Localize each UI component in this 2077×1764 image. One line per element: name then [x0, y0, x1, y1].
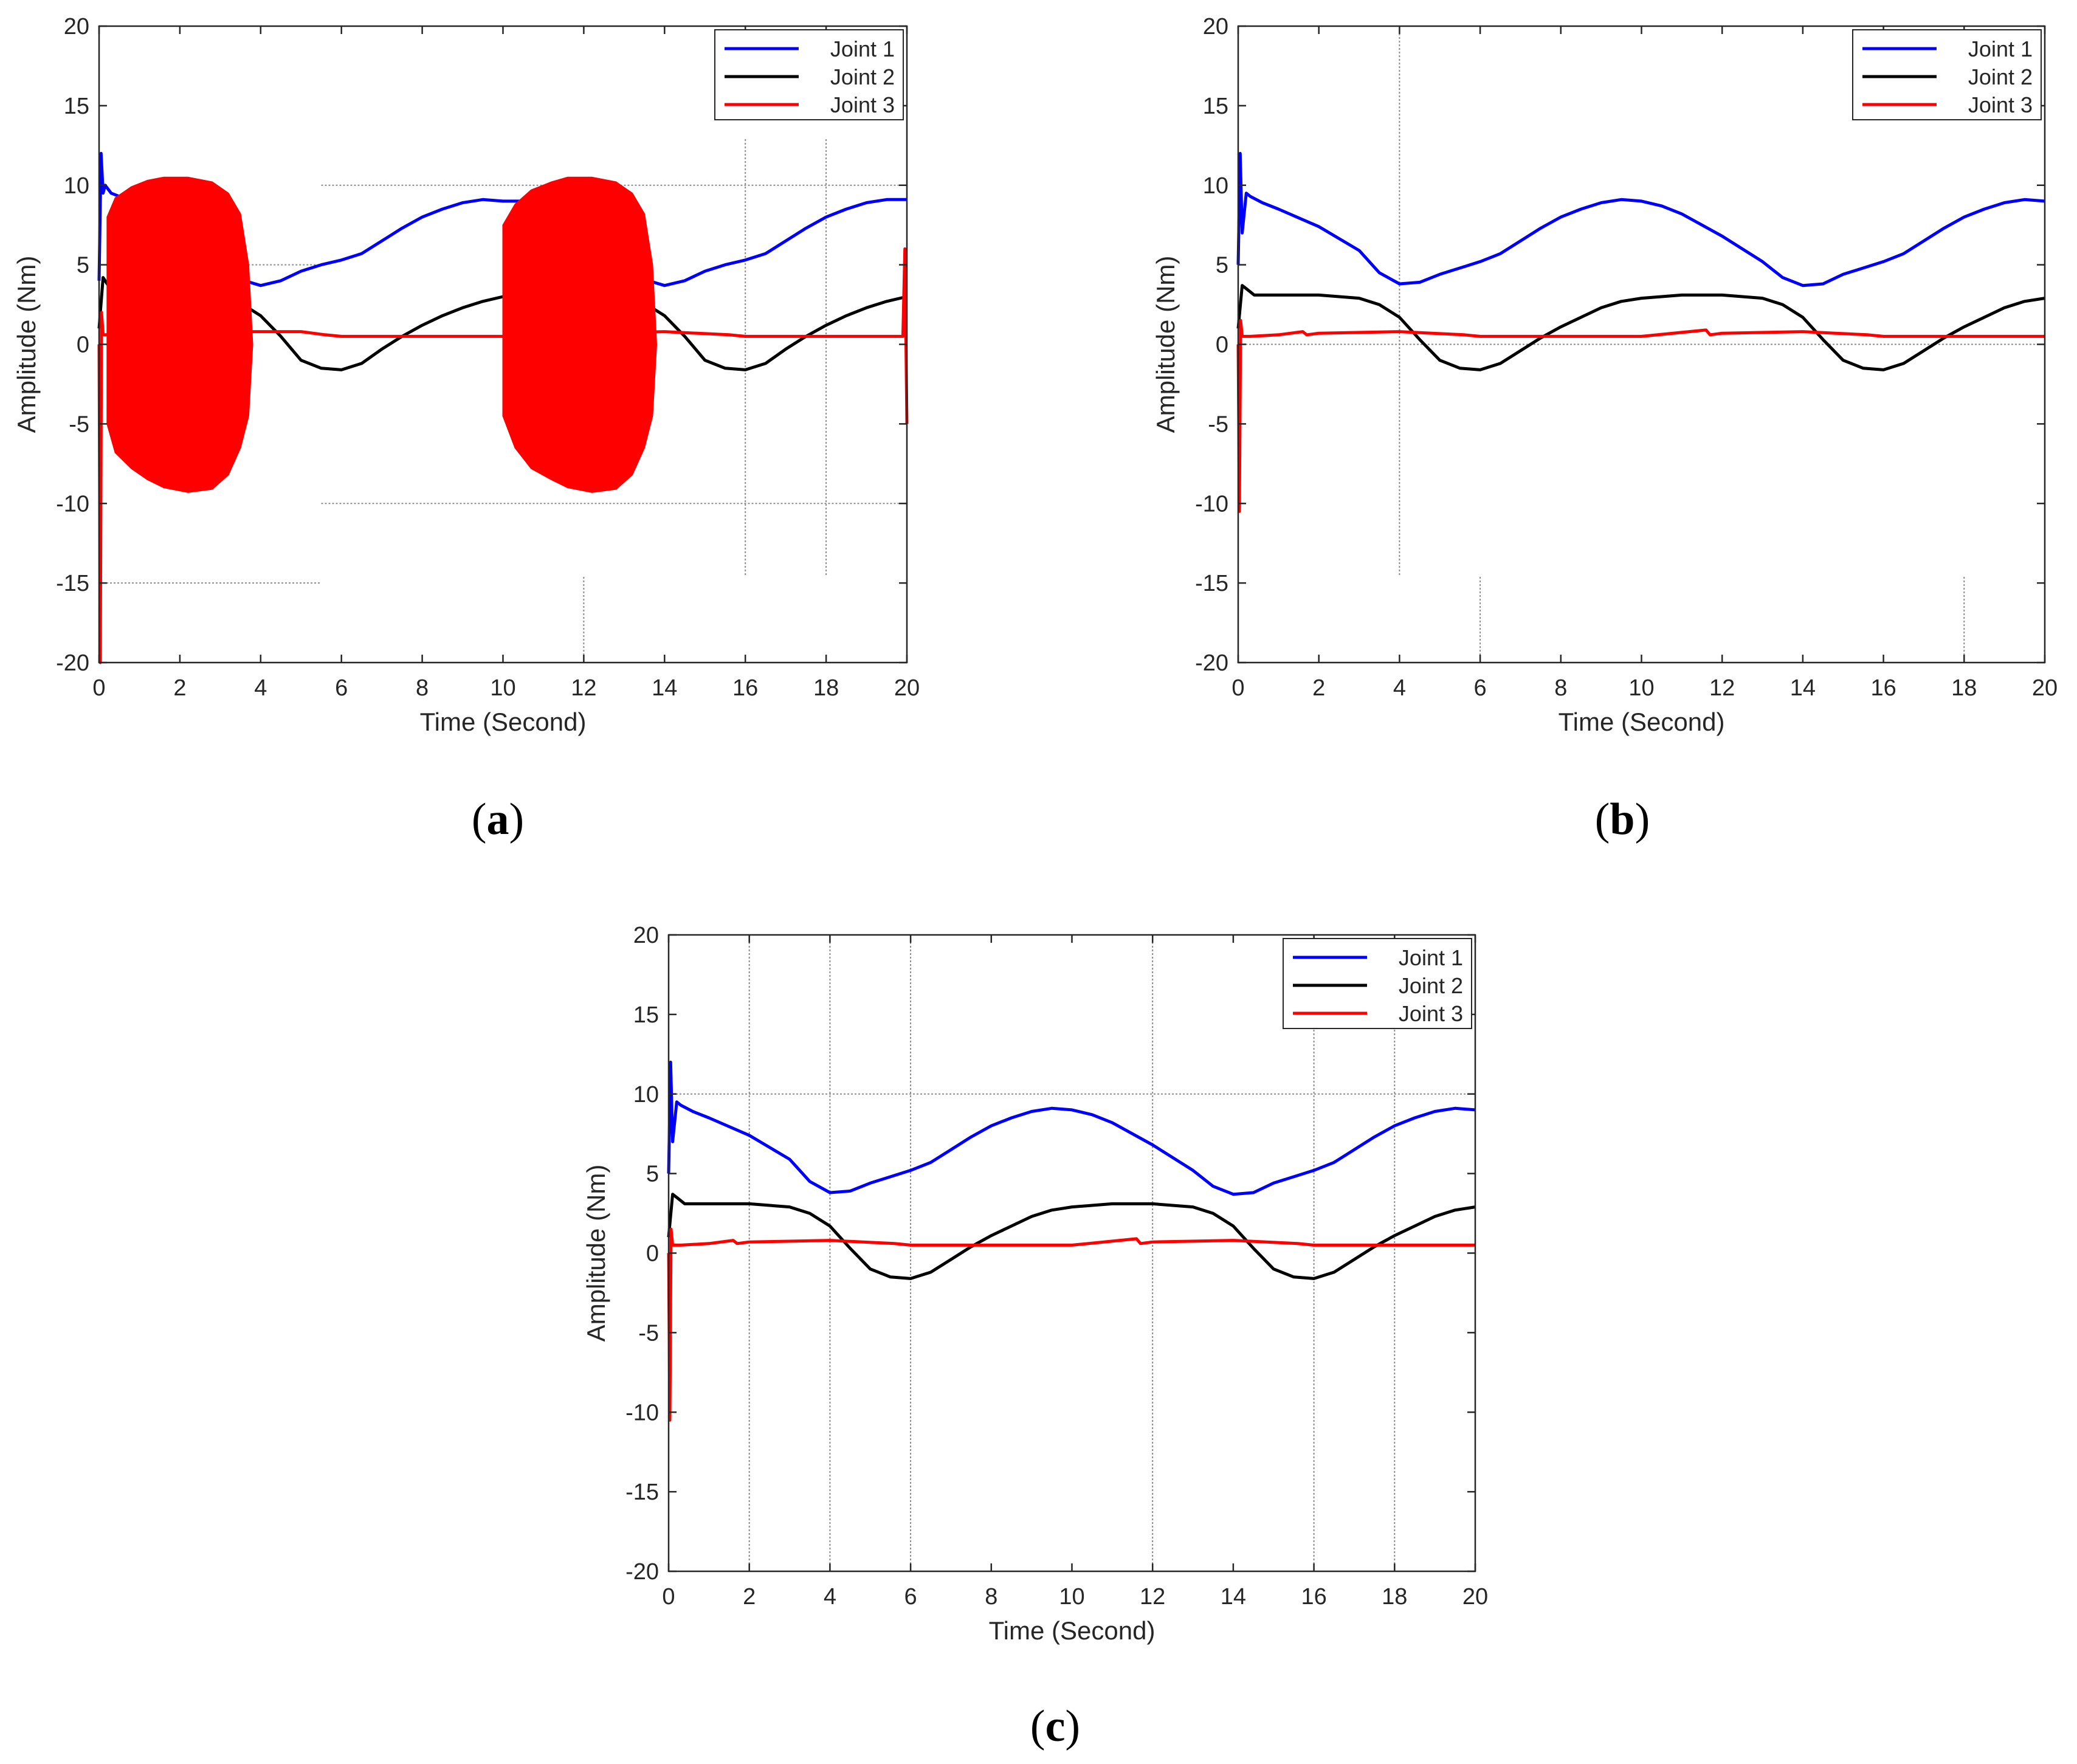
- x-tick-label: 0: [662, 1584, 675, 1610]
- x-tick-label: 18: [1951, 675, 1977, 701]
- legend-entry-label: Joint 2: [830, 64, 895, 89]
- y-tick-label: 20: [64, 14, 89, 40]
- x-tick-label: 10: [1628, 675, 1654, 701]
- x-tick-label: 12: [1140, 1584, 1165, 1610]
- y-tick-label: -15: [625, 1480, 659, 1505]
- panel-label-c: (c): [1030, 1701, 1080, 1751]
- y-tick-label: 0: [1216, 332, 1228, 358]
- y-tick-label: -5: [69, 412, 89, 437]
- y-tick-label: 5: [77, 253, 89, 278]
- x-tick-label: 4: [254, 675, 267, 701]
- x-tick-label: 20: [1462, 1584, 1488, 1610]
- series-line-joint-2: [667, 1193, 1476, 1280]
- x-tick-label: 0: [1231, 675, 1244, 701]
- legend-entry-label: Joint 3: [830, 92, 895, 117]
- x-tick-label: 18: [813, 675, 839, 701]
- legend-entry-label: Joint 3: [1399, 1001, 1463, 1026]
- y-tick-label: -15: [56, 571, 89, 596]
- x-tick-label: 18: [1382, 1584, 1407, 1610]
- x-tick-label: 4: [824, 1584, 836, 1610]
- series-line-joint-3: [1236, 319, 2045, 513]
- legend-entry-label: Joint 1: [1968, 36, 2033, 61]
- legend-entry-label: Joint 3: [1968, 92, 2033, 117]
- y-tick-label: -10: [625, 1400, 659, 1425]
- y-tick-label: -10: [56, 491, 89, 517]
- y-tick-label: 15: [1203, 94, 1228, 119]
- x-tick-label: 0: [92, 675, 105, 701]
- x-tick-label: 8: [985, 1584, 997, 1610]
- y-tick-label: 10: [1203, 173, 1228, 199]
- x-axis-label: Time (Second): [420, 708, 587, 736]
- x-axis-label: Time (Second): [1559, 708, 1725, 736]
- x-tick-label: 8: [416, 675, 429, 701]
- panel-label-a: (a): [472, 794, 524, 844]
- y-tick-label: -20: [56, 650, 89, 676]
- y-tick-label: 20: [1203, 14, 1228, 40]
- y-tick-label: -5: [1208, 412, 1228, 437]
- y-tick-label: -10: [1195, 491, 1228, 517]
- series-line-joint-1: [1236, 151, 2045, 288]
- y-axis-label: Amplitude (Nm): [12, 256, 41, 433]
- chart-a: 0 2 4 6 8 10 12 14 16 18 20 -20 -15 -10 -5 0 5 10 15 20 Time…: [12, 14, 920, 736]
- x-tick-label: 8: [1554, 675, 1567, 701]
- x-tick-label: 12: [1709, 675, 1735, 701]
- x-tick-label: 6: [904, 1584, 917, 1610]
- x-tick-label: 16: [1870, 675, 1896, 701]
- legend-entry-label: Joint 2: [1968, 64, 2033, 89]
- y-tick-label: 0: [77, 332, 89, 358]
- x-tick-label: 14: [1221, 1584, 1246, 1610]
- legend: Joint 1 Joint 2 Joint 3: [714, 29, 904, 120]
- series-line-joint-1: [667, 1060, 1476, 1196]
- y-axis-label: Amplitude (Nm): [582, 1165, 610, 1342]
- legend-entry-label: Joint 2: [1399, 973, 1463, 998]
- y-tick-label: -20: [1195, 650, 1228, 676]
- x-tick-label: 16: [732, 675, 758, 701]
- x-tick-label: 10: [1059, 1584, 1084, 1610]
- series-envelope-joint-3: [502, 176, 658, 493]
- y-tick-label: 15: [64, 94, 89, 119]
- y-tick-label: 10: [64, 173, 89, 199]
- y-tick-label: -15: [1195, 571, 1228, 596]
- chart-b: 0 2 4 6 8 10 12 14 16 18 20 -20 -15 -10 -5 0 5 10 15 20 Time…: [1151, 14, 2058, 736]
- x-tick-label: 14: [1790, 675, 1816, 701]
- x-tick-label: 6: [335, 675, 348, 701]
- x-tick-label: 2: [743, 1584, 756, 1610]
- chart-c: 0 2 4 6 8 10 12 14 16 18 20 -20 -15 -10 -5 0 5 10 15 20 Time…: [582, 923, 1488, 1645]
- x-tick-label: 2: [1312, 675, 1325, 701]
- series-line-joint-2: [1236, 284, 2045, 371]
- legend: Joint 1 Joint 2 Joint 3: [1852, 29, 2042, 120]
- y-tick-label: 15: [633, 1002, 659, 1028]
- y-axis-label: Amplitude (Nm): [1151, 256, 1180, 433]
- y-tick-label: 5: [646, 1162, 659, 1187]
- x-tick-label: 4: [1393, 675, 1406, 701]
- legend: Joint 1 Joint 2 Joint 3: [1283, 938, 1472, 1029]
- legend-entry-label: Joint 1: [1399, 945, 1463, 970]
- y-tick-label: 20: [633, 923, 659, 948]
- legend-entry-label: Joint 1: [830, 36, 895, 61]
- y-tick-label: 10: [633, 1082, 659, 1108]
- plot-area-frame: [667, 934, 1476, 1573]
- x-tick-label: 20: [894, 675, 920, 701]
- y-tick-label: 5: [1216, 253, 1228, 278]
- x-tick-label: 20: [2032, 675, 2058, 701]
- x-tick-label: 12: [571, 675, 596, 701]
- x-tick-label: 6: [1474, 675, 1487, 701]
- x-tick-label: 10: [490, 675, 515, 701]
- x-axis-label: Time (Second): [989, 1616, 1156, 1645]
- series-line-joint-3: [667, 1227, 1475, 1422]
- y-tick-label: -5: [638, 1320, 659, 1346]
- x-tick-label: 14: [652, 675, 677, 701]
- panel-label-b: (b): [1595, 794, 1650, 844]
- x-tick-label: 16: [1301, 1584, 1326, 1610]
- series-envelope-joint-3: [106, 176, 253, 493]
- y-tick-label: 0: [646, 1241, 659, 1267]
- x-tick-label: 2: [173, 675, 186, 701]
- y-tick-label: -20: [625, 1559, 659, 1585]
